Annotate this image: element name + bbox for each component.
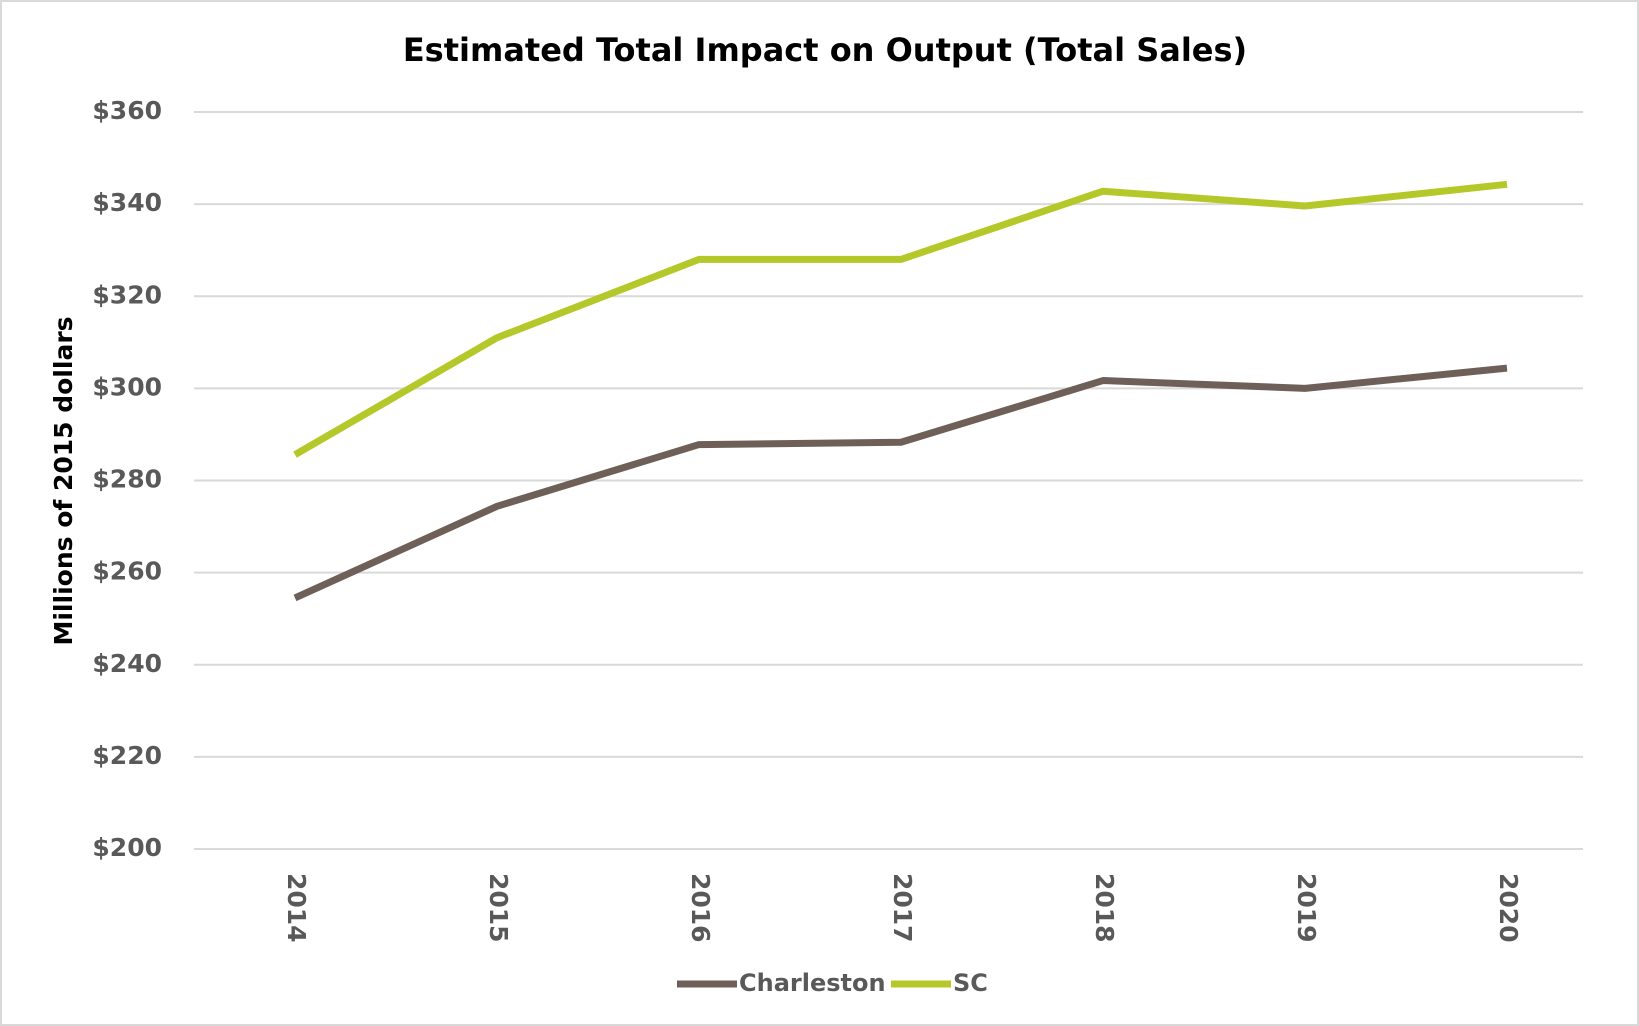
y-axis-label: Millions of 2015 dollars (49, 316, 78, 645)
y-tick-label: $300 (92, 372, 162, 401)
y-tick-label: $320 (92, 280, 162, 309)
series-line (293, 180, 1508, 458)
y-tick-label: $360 (92, 96, 162, 125)
y-tick-label: $260 (92, 557, 162, 586)
y-tick-label: $340 (92, 188, 162, 217)
y-tick-label: $280 (92, 465, 162, 494)
chart-title: Estimated Total Impact on Output (Total … (403, 31, 1247, 69)
x-tick-label: 2016 (686, 873, 715, 943)
legend-label: Charleston (739, 969, 886, 997)
x-tick-label: 2018 (1090, 873, 1119, 943)
series-line (293, 364, 1508, 602)
x-tick-label: 2017 (888, 873, 917, 943)
x-tick-label: 2020 (1494, 873, 1523, 943)
y-tick-label: $220 (92, 741, 162, 770)
y-tick-label: $200 (92, 833, 162, 862)
legend-label: SC (953, 969, 988, 997)
x-tick-label: 2015 (484, 873, 513, 943)
x-tick-label: 2019 (1292, 873, 1321, 943)
x-tick-label: 2014 (282, 873, 311, 943)
y-tick-label: $240 (92, 649, 162, 678)
